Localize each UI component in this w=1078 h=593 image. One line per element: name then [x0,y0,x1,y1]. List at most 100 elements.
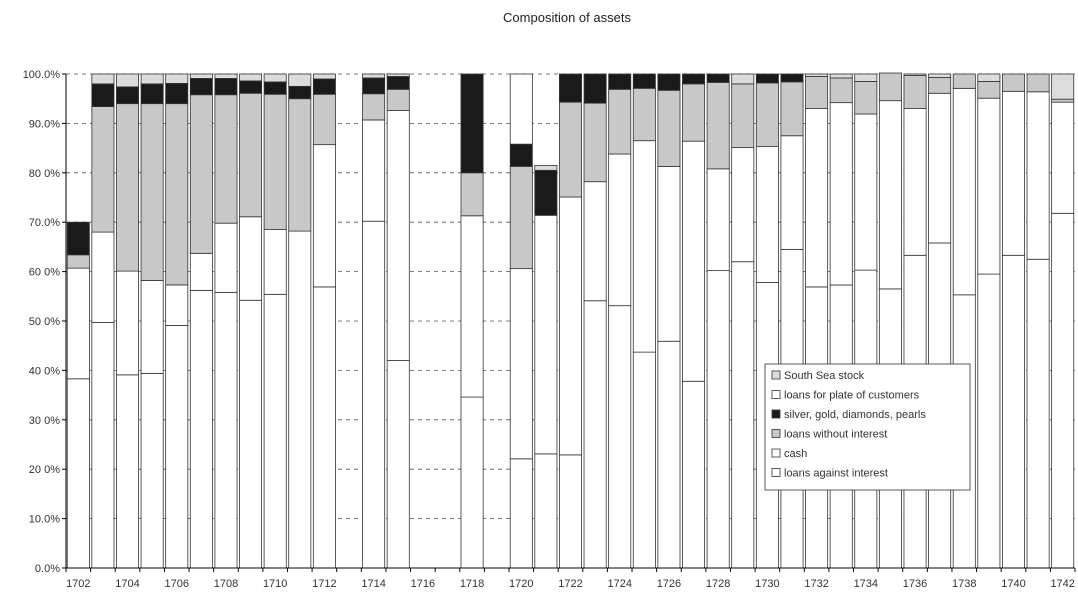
bar-segment [91,322,115,569]
legend-swatch [771,370,781,380]
x-tick-label: 1732 [804,578,828,590]
bar-segment [189,252,213,291]
bar-segment [657,340,681,569]
bar-segment [386,73,410,77]
bars [66,72,1075,569]
bar-segment [214,291,238,569]
bar-segment [1051,73,1075,100]
bar-segment [263,73,287,83]
bar-segment [534,453,558,569]
y-axis-ticks: 0.0% 10.0% 20 0% 30 0% 40 0% 50 0% 60 0% 70.0% 8… [23,69,66,575]
bar-segment [829,102,853,286]
bar-segment [977,73,1001,82]
bar-segment [632,87,656,142]
x-tick-label: 1740 [1001,578,1025,590]
bar-segment [583,181,607,302]
bar-segment [583,300,607,569]
bar-segment [1051,212,1075,569]
bar-segment [682,83,706,142]
bar-segment [288,73,312,87]
bar-segment [189,73,213,79]
bar-segment [460,172,484,217]
bar-segment [239,80,263,94]
bar-segment [1002,73,1025,92]
x-tick-label: 1728 [706,578,730,590]
bar-segment [91,231,115,323]
legend-label: South Sea stock [784,370,865,382]
x-tick-label: 1714 [361,578,385,590]
x-tick-label: 1722 [558,578,582,590]
legend-box [764,363,971,491]
bar-segment [165,82,189,105]
bar-segment [805,76,829,109]
bar-segment [116,374,139,569]
bar-segment [165,103,189,286]
bar-segment [706,73,730,83]
bar-segment [706,270,730,569]
bar-segment [854,73,878,82]
bar-segment [682,380,706,569]
bar-segment [534,164,558,171]
bar-segment [509,458,533,569]
bar-segment [878,100,902,290]
y-tick-label: 100.0% [23,69,61,81]
bar-segment [386,88,410,111]
bar-segment [386,360,410,569]
bar-segment [559,196,582,456]
bar-segment [829,73,853,79]
bar-segment [755,146,779,283]
bar-segment [116,86,139,105]
bar-segment [706,81,730,170]
bar-segment [559,454,582,569]
bar-segment [509,268,533,460]
bar-segment [952,87,976,296]
bar-segment [91,83,115,108]
bar-segment [977,81,1001,99]
bar-segment [362,77,386,95]
y-tick-label: 0.0% [35,563,60,575]
x-axis-ticks: 1702 1704 1706 1708 1710 1712 1714 1716 1718 1720… [65,568,1076,590]
bar-segment [1051,98,1075,103]
bar-segment [91,73,115,85]
y-tick-label: 30 0% [29,415,60,427]
bar-segment [263,81,287,95]
bar-segment [140,372,164,569]
bar-segment [116,103,139,272]
bar-segment [140,83,164,105]
legend-label: cash [784,448,807,460]
bar-segment [1026,91,1050,260]
bar-segment [239,92,263,218]
bar-segment [460,396,484,569]
x-tick-label: 1742 [1050,578,1074,590]
x-tick-label: 1720 [509,578,533,590]
y-tick-label: 70.0% [29,217,60,229]
y-tick-label: 80 0% [29,168,60,180]
bar-segment [780,81,804,137]
bar-segment [682,73,706,85]
bar-segment [755,82,779,148]
legend-label: silver, gold, diamonds, pearls [784,409,926,421]
bar-segment [165,284,189,326]
bar-segment [239,73,263,82]
x-tick-label: 1706 [165,578,189,590]
x-tick-label: 1712 [312,578,336,590]
bar-segment [214,78,238,96]
bar-segment [189,78,213,96]
bar-segment [854,81,878,115]
bar-segment [1051,101,1075,214]
bar-segment [731,147,755,263]
x-tick-label: 1738 [952,578,976,590]
bar-segment [288,230,312,569]
bar-segment [214,94,238,224]
bar-segment [608,73,632,90]
bar-segment [657,73,681,91]
bar-segment [608,305,632,569]
bar-segment [559,101,582,198]
legend-label: loans against interest [784,468,888,480]
bar-segment [189,289,213,569]
bar-segment [165,325,189,569]
x-tick-label: 1716 [411,578,435,590]
legend-label: loans without interest [784,429,887,441]
bar-segment [1002,90,1025,256]
legend-label: loans for plate of customers [784,390,920,402]
